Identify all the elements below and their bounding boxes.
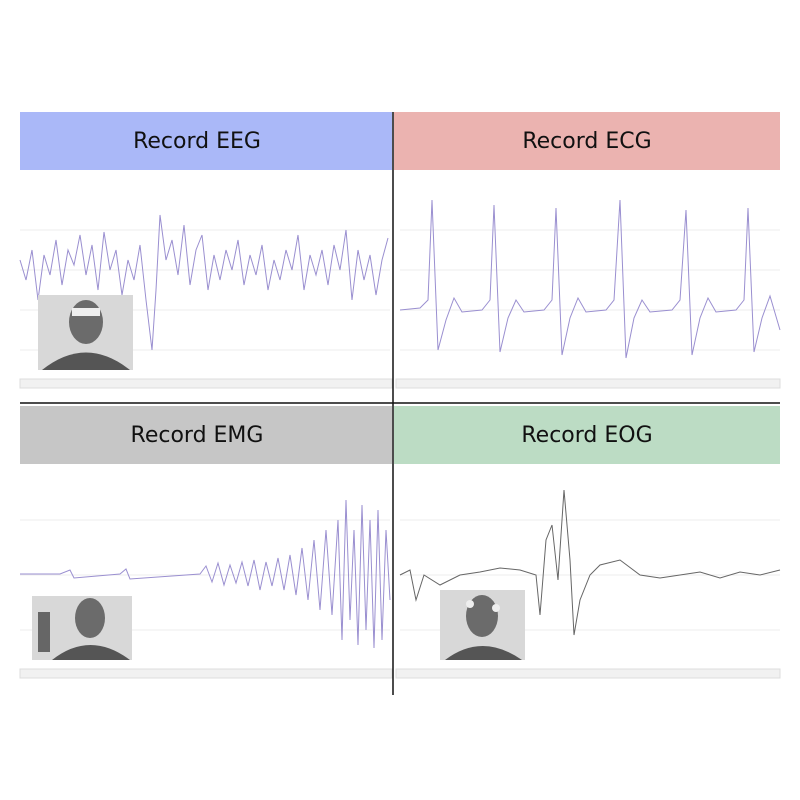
emg-wave xyxy=(20,499,391,649)
toolbar xyxy=(395,668,781,679)
ecg-wave xyxy=(399,199,781,359)
panel-title: Record EEG xyxy=(133,129,261,154)
toolbar xyxy=(19,378,393,389)
photo xyxy=(32,596,132,660)
eeg-header xyxy=(20,112,392,170)
eeg-wave xyxy=(19,214,389,351)
toolbar xyxy=(395,378,781,389)
photo xyxy=(440,590,525,660)
ecg-header xyxy=(394,112,780,170)
eog-header xyxy=(394,406,780,464)
panel-title: Record EOG xyxy=(521,423,652,448)
panel-title: Record ECG xyxy=(522,129,651,154)
eog-wave xyxy=(399,489,781,636)
panel-title: Record EMG xyxy=(131,423,264,448)
photo xyxy=(38,295,133,370)
toolbar xyxy=(19,668,393,679)
emg-header xyxy=(20,406,392,464)
